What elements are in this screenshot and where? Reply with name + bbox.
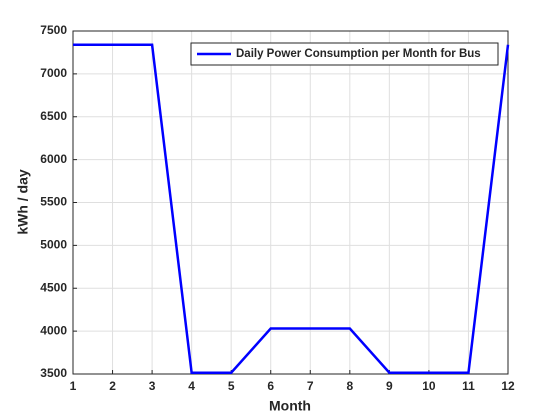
- x-tick-label: 4: [188, 379, 195, 393]
- legend-box: [190, 42, 499, 66]
- x-tick-label: 6: [267, 379, 274, 393]
- x-tick-label: 12: [501, 379, 515, 393]
- y-tick-label: 6000: [40, 152, 67, 166]
- y-tick-label: 4000: [40, 323, 67, 337]
- y-tick-label: 3500: [40, 366, 67, 380]
- legend: Daily Power Consumption per Month for Bu…: [190, 42, 499, 66]
- x-tick-label: 1: [70, 379, 77, 393]
- x-axis-label: Month: [269, 398, 311, 414]
- y-tick-label: 7000: [40, 66, 67, 80]
- data-line: [73, 43, 510, 374]
- axes-box: [72, 30, 509, 375]
- x-tick-label: 3: [149, 379, 156, 393]
- y-tick-label: 4500: [40, 280, 67, 294]
- x-tick-label: 2: [109, 379, 116, 393]
- x-tick-label: 5: [228, 379, 235, 393]
- y-tick-label: 6500: [40, 109, 67, 123]
- legend-label: Daily Power Consumption per Month for Bu…: [236, 48, 481, 60]
- x-tick-label: 8: [346, 379, 353, 393]
- y-tick-label: 5000: [40, 238, 67, 252]
- x-tick-label: 9: [386, 379, 393, 393]
- x-tick-label: 10: [422, 379, 436, 393]
- y-tick-label: 7500: [40, 23, 67, 37]
- x-tick-label: 11: [462, 379, 475, 393]
- y-axis-label: kWh / day: [15, 169, 31, 235]
- x-tick-label: 7: [307, 379, 314, 393]
- y-tick-label: 5500: [40, 195, 67, 209]
